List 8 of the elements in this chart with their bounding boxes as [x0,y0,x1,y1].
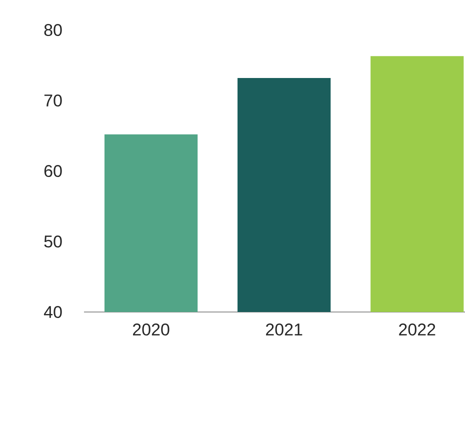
y-tick-label: 80 [44,24,62,36]
x-tick-label: 2020 [133,324,170,336]
x-tick-label: 2022 [399,324,436,336]
y-tick-label: 40 [44,306,62,318]
y-tick-label: 50 [44,235,62,248]
y-tick-label: 70 [44,94,62,107]
x-tick-label: 2021 [266,324,302,336]
y-tick-label: 60 [44,164,62,178]
